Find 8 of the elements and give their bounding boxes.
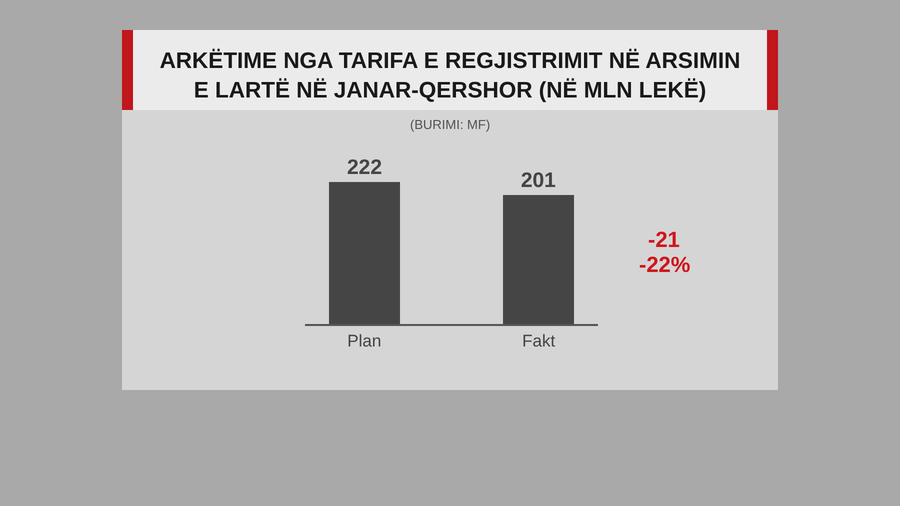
- x-tick-label: Plan: [347, 331, 382, 350]
- data-label: 201: [520, 169, 556, 192]
- text: -22%: [639, 252, 690, 277]
- text: -21: [648, 227, 680, 252]
- chart-title: ARKËTIME NGA TARIFA E REGJISTRIMIT NË ARSIMIN E LARTË NË JANAR-QERSHOR (NË MLN LEKË): [160, 48, 740, 102]
- text: (BURIMI: MF): [410, 117, 490, 132]
- x-tick-label: Fakt: [522, 331, 556, 350]
- data-label: 222: [346, 156, 382, 179]
